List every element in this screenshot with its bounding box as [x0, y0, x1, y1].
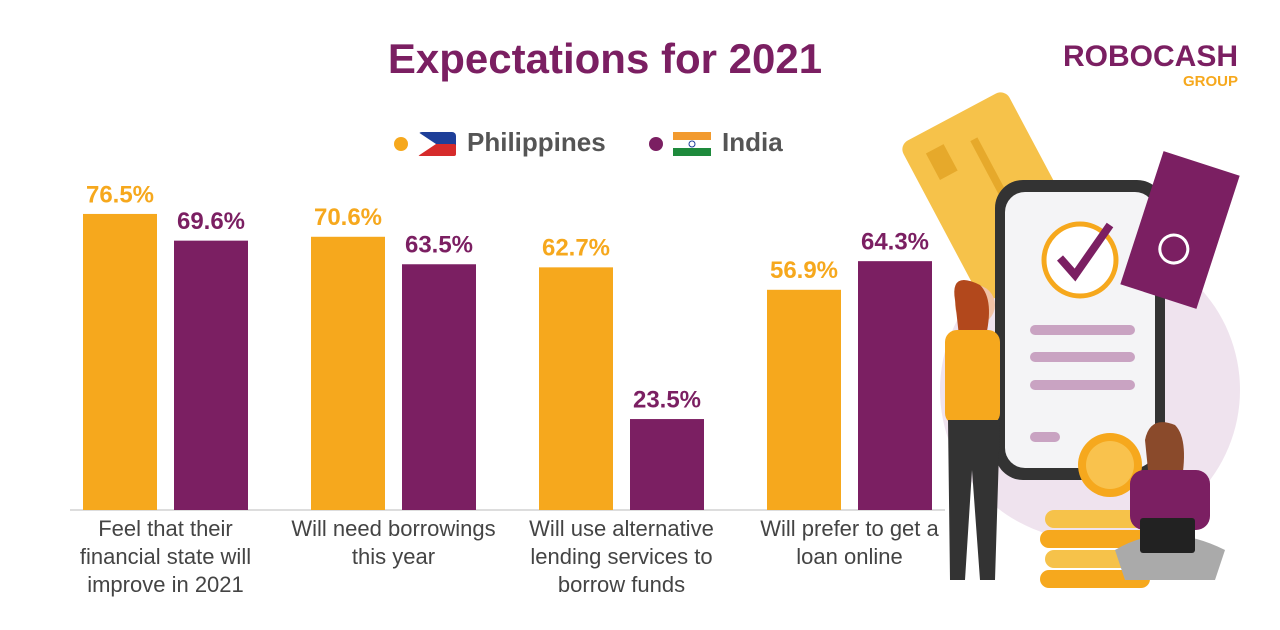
- value-label: 69.6%: [177, 208, 245, 235]
- bar: [630, 419, 704, 510]
- legend-label: Philippines: [467, 127, 606, 157]
- bar: [402, 264, 476, 510]
- category-label: Will prefer to get a loan online: [760, 516, 939, 569]
- illustration: [902, 92, 1240, 588]
- logo-name: ROBOCASH: [1063, 40, 1238, 73]
- value-label: 23.5%: [633, 386, 701, 413]
- flag-india: [673, 132, 711, 156]
- category-label: Will need borrowings this year: [291, 516, 496, 569]
- bar: [858, 261, 932, 510]
- value-label: 64.3%: [861, 229, 929, 256]
- chart-title: Expectations for 2021: [388, 35, 822, 82]
- value-label: 63.5%: [405, 232, 473, 259]
- flag-philippines: [418, 132, 456, 156]
- bar: [174, 240, 248, 510]
- legend-label: India: [722, 127, 783, 157]
- value-label: 56.9%: [770, 257, 838, 284]
- category-label: Feel that their financial state will imp…: [79, 516, 252, 597]
- value-label: 76.5%: [86, 181, 154, 208]
- logo-sub: GROUP: [1183, 73, 1238, 90]
- bar: [539, 267, 613, 510]
- bar: [767, 289, 841, 510]
- legend-marker: [649, 137, 663, 151]
- category-label: Will use alternative lending services to…: [529, 516, 714, 597]
- value-label: 62.7%: [542, 235, 610, 262]
- value-label: 70.6%: [314, 204, 382, 231]
- bar: [311, 236, 385, 510]
- legend-marker: [394, 137, 408, 151]
- bar: [83, 213, 157, 510]
